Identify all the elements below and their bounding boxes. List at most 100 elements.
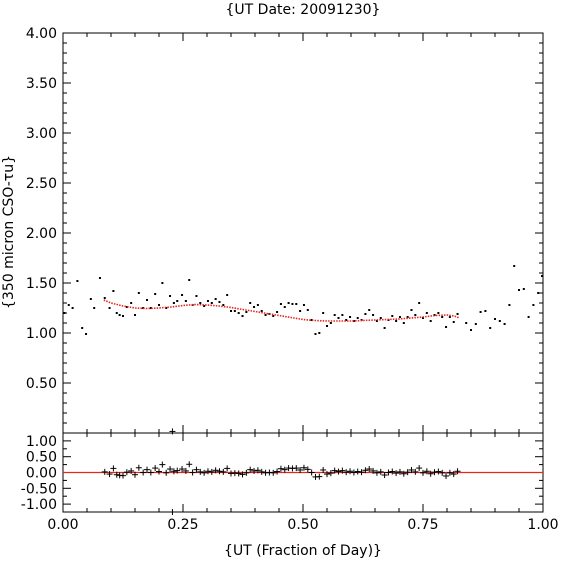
- residual-point: [132, 471, 138, 478]
- data-point: [241, 315, 244, 317]
- residual-point: [251, 467, 258, 474]
- data-point: [422, 317, 424, 319]
- y-tick-label: 4.00: [26, 26, 57, 42]
- data-point: [195, 295, 198, 297]
- residual-point: [239, 471, 246, 478]
- data-point: [314, 333, 317, 335]
- data-point: [134, 314, 136, 316]
- residual-point: [235, 470, 242, 477]
- data-point: [398, 316, 401, 318]
- data-point: [76, 280, 79, 282]
- residual-point: [247, 466, 254, 473]
- residual-point: [224, 465, 231, 472]
- residual-point: [156, 468, 162, 475]
- data-point: [125, 306, 128, 308]
- data-point: [89, 298, 92, 300]
- residual-point: [193, 466, 200, 473]
- data-point: [429, 320, 432, 322]
- data-point: [63, 312, 66, 314]
- data-point: [349, 316, 352, 318]
- data-point: [395, 320, 398, 322]
- residual-point: [304, 466, 311, 473]
- data-point: [181, 294, 184, 296]
- x-tick-label: 0.00: [47, 517, 78, 533]
- residual-point: [300, 464, 307, 471]
- residual-point: [152, 465, 159, 472]
- data-point: [326, 325, 328, 327]
- data-point: [402, 322, 405, 324]
- data-point: [537, 292, 540, 294]
- residual-point: [212, 467, 219, 474]
- residual-point: [106, 471, 113, 478]
- data-point: [333, 314, 336, 316]
- data-point: [337, 317, 340, 319]
- data-point: [379, 317, 382, 319]
- residual-outlier: [169, 509, 176, 515]
- data-point: [176, 300, 179, 302]
- x-tick-label: 0.25: [167, 517, 198, 533]
- residual-point: [331, 467, 338, 474]
- residual-outlier: [169, 428, 176, 435]
- data-point: [210, 302, 213, 304]
- residual-point: [101, 468, 108, 475]
- data-point: [218, 301, 221, 303]
- data-point: [98, 277, 101, 279]
- data-point: [484, 310, 487, 312]
- residual-point: [335, 468, 342, 475]
- data-point: [364, 313, 367, 315]
- data-point: [161, 282, 164, 284]
- residual-point: [113, 471, 120, 478]
- y-tick-label: 3.00: [26, 126, 57, 142]
- residual-point: [324, 471, 330, 478]
- data-point: [372, 314, 375, 316]
- data-point: [233, 310, 236, 312]
- data-point: [112, 290, 115, 292]
- residual-point: [201, 469, 208, 476]
- x-tick-label: 1.00: [527, 517, 558, 533]
- data-point: [418, 302, 421, 304]
- data-point: [452, 321, 455, 323]
- data-point: [341, 314, 344, 316]
- residual-point: [140, 469, 147, 476]
- data-point: [299, 310, 302, 312]
- residual-point: [204, 468, 211, 475]
- data-point: [122, 315, 124, 317]
- data-point: [291, 303, 294, 305]
- residual-point: [420, 469, 426, 476]
- y-tick-label: 1.00: [26, 434, 57, 450]
- residual-point: [297, 466, 304, 473]
- data-point: [118, 314, 121, 316]
- data-point: [541, 275, 544, 277]
- data-point: [322, 312, 325, 314]
- residual-point: [393, 470, 400, 477]
- x-tick-label: 0.75: [407, 517, 438, 533]
- residual-point: [128, 467, 135, 474]
- residual-point: [358, 469, 365, 476]
- data-point: [465, 322, 468, 324]
- data-point: [356, 317, 359, 319]
- data-point: [368, 309, 371, 311]
- data-point: [391, 315, 394, 317]
- y-tick-label: 0.50: [26, 376, 57, 392]
- data-point: [137, 292, 140, 294]
- residual-point: [354, 468, 361, 475]
- data-point: [503, 323, 506, 325]
- residual-point: [450, 471, 457, 478]
- residual-point: [377, 468, 384, 475]
- y-tick-label: 0.50: [26, 450, 57, 466]
- data-point: [264, 314, 267, 316]
- data-point: [437, 312, 440, 314]
- data-point: [383, 327, 386, 329]
- residual-point: [277, 465, 284, 472]
- residual-point: [404, 469, 411, 476]
- data-point: [489, 327, 492, 329]
- data-point: [184, 300, 187, 302]
- data-point: [146, 299, 148, 301]
- data-point: [522, 288, 525, 290]
- residual-point: [170, 468, 177, 475]
- residual-point: [147, 469, 154, 476]
- residual-point: [186, 461, 193, 468]
- data-point: [513, 265, 516, 267]
- residual-point: [439, 469, 446, 476]
- residual-point: [167, 466, 174, 473]
